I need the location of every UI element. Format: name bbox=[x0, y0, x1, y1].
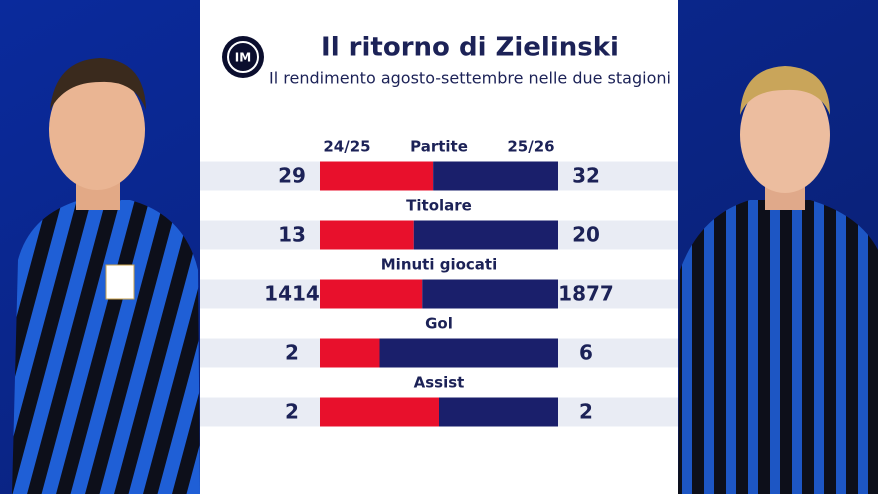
category-label: Gol bbox=[425, 315, 453, 333]
value-left: 13 bbox=[278, 223, 306, 247]
legend-left: 24/25 bbox=[323, 138, 370, 156]
category-label: Titolare bbox=[406, 197, 472, 215]
legend-right: 25/26 bbox=[507, 138, 554, 156]
bar-left bbox=[320, 220, 414, 250]
value-right: 2 bbox=[579, 400, 593, 424]
value-left: 1414 bbox=[264, 282, 320, 306]
svg-text:IM: IM bbox=[235, 51, 251, 65]
value-right: 6 bbox=[579, 341, 593, 365]
value-left: 2 bbox=[285, 400, 299, 424]
title: Il ritorno di Zielinski bbox=[321, 33, 619, 63]
value-left: 29 bbox=[278, 164, 306, 188]
bar-left bbox=[320, 397, 439, 427]
category-label: Assist bbox=[414, 374, 465, 392]
left-player bbox=[12, 58, 200, 494]
value-right: 32 bbox=[572, 164, 600, 188]
bar-right bbox=[413, 220, 558, 250]
bar-left bbox=[320, 338, 380, 368]
bar-right bbox=[439, 397, 558, 427]
category-label: Partite bbox=[410, 138, 468, 156]
bar-right bbox=[422, 279, 558, 309]
club-logo: IM bbox=[222, 36, 264, 78]
bar-right bbox=[379, 338, 558, 368]
category-label: Minuti giocati bbox=[381, 256, 497, 274]
right-player bbox=[678, 66, 878, 494]
value-right: 20 bbox=[572, 223, 600, 247]
value-right: 1877 bbox=[558, 282, 614, 306]
bar-left bbox=[320, 279, 423, 309]
value-left: 2 bbox=[285, 341, 299, 365]
bar-left bbox=[320, 161, 434, 191]
bar-right bbox=[433, 161, 558, 191]
subtitle: Il rendimento agosto-settembre nelle due… bbox=[269, 69, 671, 88]
